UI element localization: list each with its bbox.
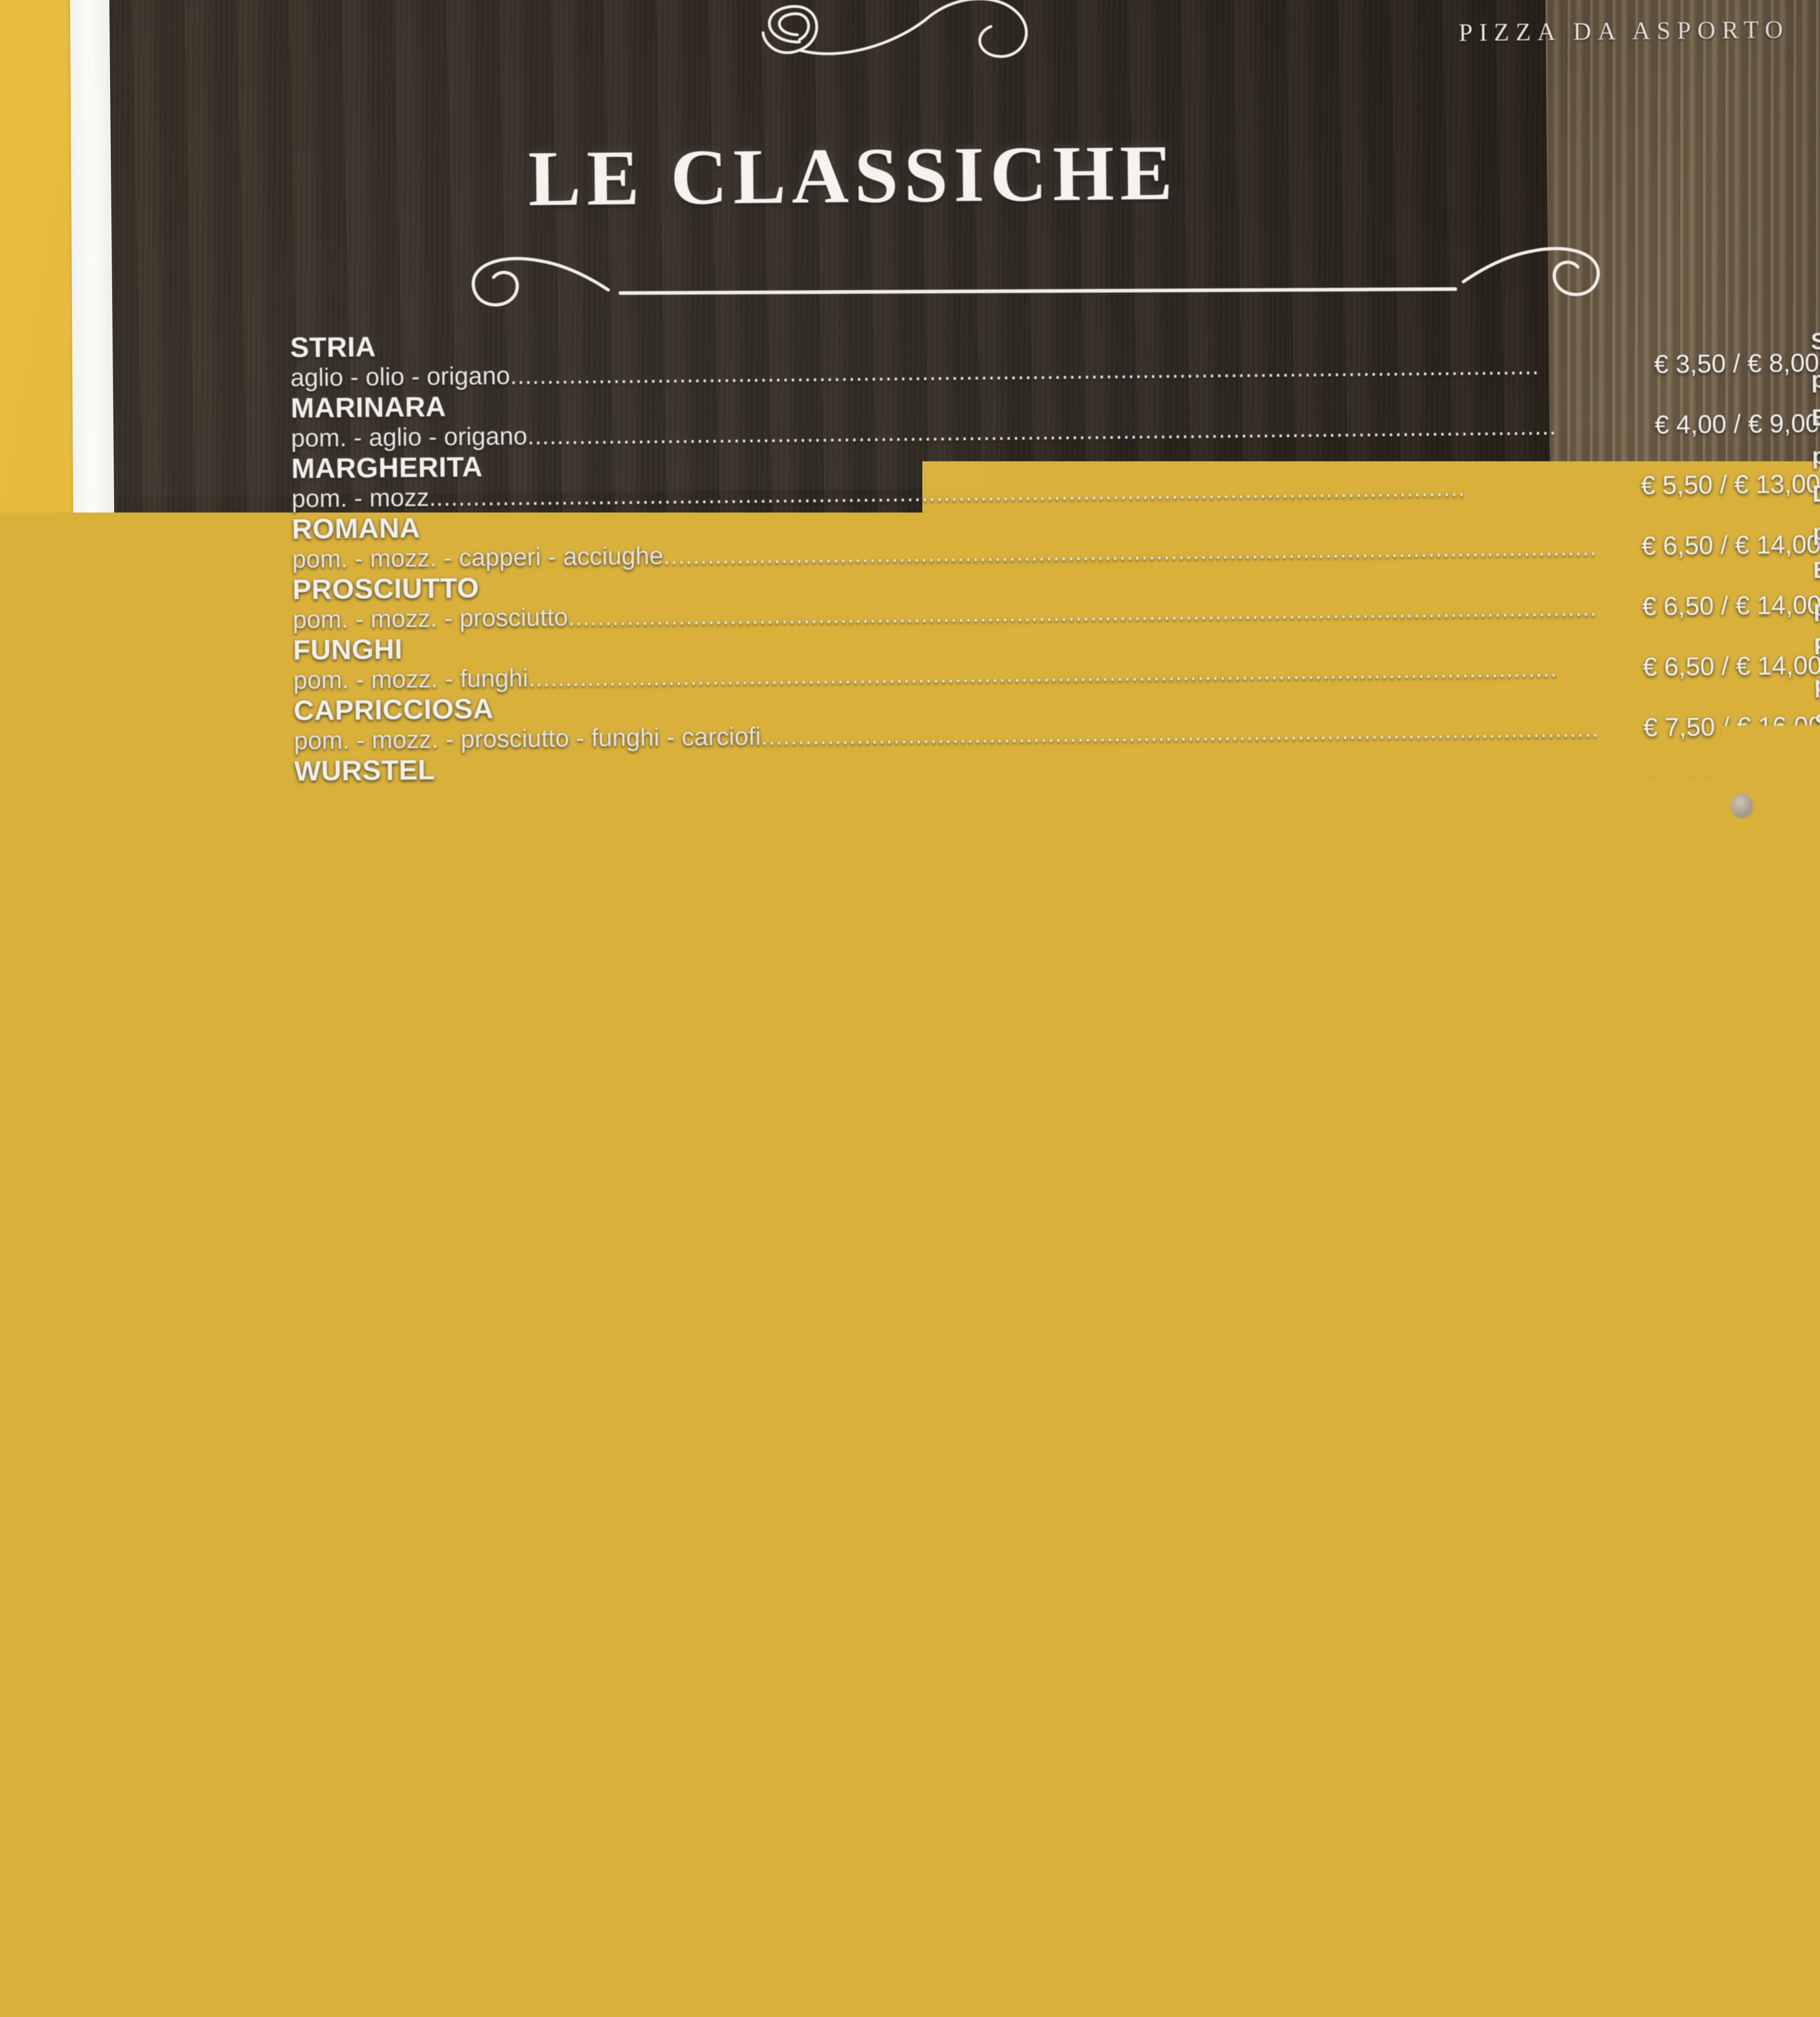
menu-item-price: € 6,50 / € 14,00 xyxy=(1596,650,1820,682)
menu-item-price: € 6,50 / € 14,00 xyxy=(1607,1860,1820,1892)
menu-item-description: pom. - mozz. - bresaola - philadelphia -… xyxy=(304,1812,813,1843)
photo-scene: PIZZA DA ASPORTO LE CLASSICHE xyxy=(0,0,1820,2017)
menu-item-description: pom. - mozz. - tonno - cipolla xyxy=(297,1027,620,1057)
menu-item-description: pom. - mozz. - porcini - speck xyxy=(297,1088,626,1117)
menu-list: STRIAaglio - olio - origano.............… xyxy=(290,319,1820,2017)
menu-item-price: € 4,00 / € 9,00 xyxy=(1594,408,1820,440)
menu-item-price: € 7,00 / € 15,00 xyxy=(1603,1316,1820,1348)
menu-item-price: € 6,50 / € 14,00 xyxy=(1609,1982,1820,2013)
cutoff-text-fragment: po xyxy=(1812,513,1820,551)
cutoff-text-fragment: C xyxy=(1815,780,1820,818)
menu-item-description: pom. - mozz. - funghi xyxy=(293,665,528,694)
menu-item-price: € 7,50 / € 16,00 xyxy=(1602,1255,1820,1287)
menu-item-description: pom. - mozz. - zucchine grigliate - gran… xyxy=(300,1389,747,1420)
menu-item-description: pom. - aglio - origano xyxy=(291,423,527,452)
leader-dots: ........................................… xyxy=(819,956,1599,992)
ornamental-flourish-bottom-icon xyxy=(418,211,1653,336)
menu-item-price: € 6,00 / € 13,00 xyxy=(1605,1618,1820,1650)
menu-item-description: pom. - mozz. - verdure fresche e griglia… xyxy=(299,1268,755,1299)
cutoff-text-fragment: po xyxy=(1811,361,1820,399)
cutoff-text-fragment: P xyxy=(1814,628,1820,666)
menu-board: PIZZA DA ASPORTO LE CLASSICHE xyxy=(109,0,1820,2017)
leader-dots: ........................................… xyxy=(1005,1561,1605,1595)
menu-item-price: € 6,50 / € 14,00 xyxy=(1595,529,1820,561)
menu-item-price: € 7,00 / € 15,00 xyxy=(1603,1437,1820,1469)
leader-dots: ........................................… xyxy=(908,1501,1605,1536)
menu-item-description: pom. - mozz. - salsiccia dolce - grana xyxy=(305,1873,719,1904)
menu-item-price: € 9,00 / € 19,00 xyxy=(1608,1921,1820,1953)
menu-item-price: € 6,50 / € 14,00 xyxy=(1599,1013,1820,1045)
menu-item-price: € 7,50 / € 16,00 xyxy=(1597,711,1820,743)
menu-item-description: pom. - mozz. - spinaci - grana xyxy=(298,1209,630,1238)
menu-item-price: € 8,00 / € 17,00 xyxy=(1606,1679,1820,1711)
menu-item-price: € 7,00 / € 15,00 xyxy=(1599,953,1820,985)
menu-item-description: pom. - mozz. - zucchine grigliate - phil… xyxy=(301,1449,817,1480)
menu-item-description: pom. - mozz. - bresaola - rucola - grana xyxy=(303,1692,742,1723)
leader-dots: ........................................… xyxy=(816,1440,1604,1476)
surface-speck xyxy=(993,857,1004,867)
menu-item-price: € 6,50 / € 14,00 xyxy=(1598,832,1820,864)
menu-item-description: pom. - mozz. - pancetta affumicata - uov… xyxy=(301,1509,908,1541)
leader-dots: ........................................… xyxy=(1188,1924,1609,1957)
menu-item-description: pom. - mozz. - bresaola - briè - rucola xyxy=(304,1752,721,1783)
cutoff-text-fragment: B xyxy=(1813,551,1820,590)
menu-header: PIZZA DA ASPORTO LE CLASSICHE xyxy=(109,0,1820,339)
cutoff-text-fragment: S xyxy=(1811,323,1820,361)
menu-item-price: € 8,00 / € 17,00 xyxy=(1601,1134,1820,1166)
menu-item-description: pom. - mozz. - capperi - acciughe xyxy=(292,543,664,572)
cutoff-text-fragment: po xyxy=(1816,818,1820,856)
menu-item-description: pom. - mozz. - gorgonzola - prosciutto c… xyxy=(298,1147,789,1178)
menu-item-price: € 6,50 / € 14,00 xyxy=(1601,1195,1820,1227)
menu-item-price: € 8,00 / € 17,00 xyxy=(1607,1739,1820,1771)
leader-dots: ........................................… xyxy=(813,1803,1607,1840)
menu-item-price: € 5,50 / € 13,00 xyxy=(1594,469,1820,501)
menu-item-description: pom. - mozz. - salamino piccante xyxy=(295,846,662,875)
menu-item-price: € 8,00 / € 17,00 xyxy=(1607,1800,1820,1832)
menu-item-description: pom. - mozz. xyxy=(292,484,436,512)
menu-item-description: pom. - mozz. - prosciutto - funghi - car… xyxy=(294,723,761,754)
menu-item-description: pom. - mozz. - prosciutto xyxy=(292,604,568,633)
menu-item-description: pom. - mozz. - wurstel xyxy=(294,786,541,814)
ornamental-flourish-top-icon xyxy=(739,0,1143,87)
menu-item-price: € 6,50 / € 14,00 xyxy=(1595,590,1820,622)
takeaway-label: PIZZA DA ASPORTO xyxy=(1459,16,1789,48)
cutoff-text-fragment: B xyxy=(1812,399,1820,437)
menu-item-price: € 7,50 / € 16,00 xyxy=(1604,1497,1820,1529)
cutoff-text-fragment: po xyxy=(1815,742,1820,780)
menu-item-description: pom. - mozz. - melanzane grigliate - gra… xyxy=(300,1328,770,1359)
cutoff-text-fragment: D xyxy=(1812,475,1820,514)
menu-item-price: € 3,50 / € 8,00 xyxy=(1593,348,1820,380)
menu-item-description: pom. - mozz. - patate al forno - gorgonz… xyxy=(302,1568,1006,1601)
menu-item-description: pom. - mozz. - grana - emmenthal - gorgo… xyxy=(296,965,819,996)
surface-blemish xyxy=(1730,793,1753,819)
menu-item-description: pom. - mozz. di bufala - origano xyxy=(296,906,647,935)
menu-item-price: € 8,00 / € 17,00 xyxy=(1600,1074,1820,1106)
menu-item-price: € 8,00 / € 17,00 xyxy=(1605,1558,1820,1590)
menu-item-price: € 6,50 / € 14,00 xyxy=(1597,771,1820,803)
menu-item-description: aglio - olio - origano xyxy=(290,363,510,391)
cutoff-text-fragment: po xyxy=(1812,437,1820,475)
menu-item-price: € 7,00 / € 15,00 xyxy=(1603,1376,1820,1408)
cutoff-text-fragment: po xyxy=(1813,589,1820,628)
leader-dots: ........................................… xyxy=(789,1138,1601,1174)
menu-item-price: € 6,80 / € 14,60 xyxy=(1598,892,1820,924)
cutoff-text-fragment: S xyxy=(1814,704,1820,742)
cutoff-text-fragment: po xyxy=(1814,666,1820,704)
menu-item-description: pom. - mozz. - pomodorini - basilico xyxy=(303,1632,699,1662)
menu-item-description: pom. - mozz. - misto bosco xyxy=(306,1996,607,2017)
